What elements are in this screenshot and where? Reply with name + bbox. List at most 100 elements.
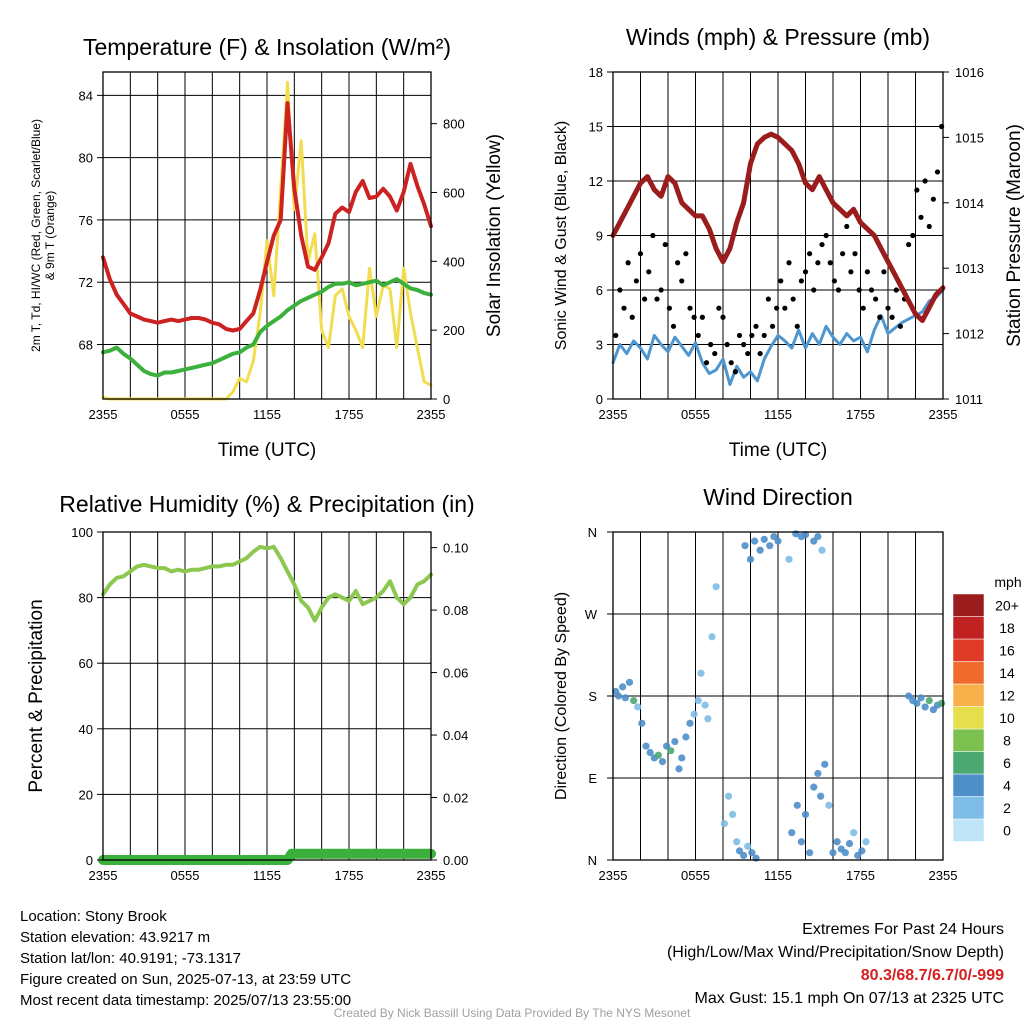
direction-point	[818, 546, 826, 554]
direction-point	[741, 542, 749, 550]
direction-point	[801, 810, 810, 819]
legend-swatch	[952, 728, 985, 752]
x-tick-label: 2355	[417, 868, 446, 883]
gust-point	[819, 241, 825, 248]
direction-point	[817, 792, 825, 800]
chart-panel-1: 2355 0555 1155 1755 2355 Temperature (F) & In…	[29, 34, 505, 461]
legend-swatch	[952, 661, 985, 685]
gust-point	[877, 314, 883, 320]
gust-point	[835, 287, 842, 293]
direction-point	[630, 696, 638, 705]
direction-point	[621, 694, 629, 702]
x-tick-label: 1755	[335, 407, 364, 422]
direction-point	[720, 819, 728, 828]
direction-point	[801, 531, 810, 539]
direction-point	[760, 535, 768, 543]
direction-point	[744, 842, 752, 850]
plot-border	[102, 531, 432, 861]
legend-title: mph	[994, 574, 1021, 590]
gust-point	[930, 196, 936, 202]
direction-point	[850, 829, 858, 837]
gust-point	[889, 314, 895, 320]
direction-point	[925, 696, 933, 705]
y-right-tick-label: 0	[443, 392, 450, 407]
legend-label: 4	[1003, 777, 1011, 793]
gust-point	[662, 241, 668, 248]
gust-point	[774, 305, 780, 311]
y-tick-label: 76	[79, 213, 93, 228]
direction-point	[625, 678, 634, 686]
gust-point	[637, 251, 644, 257]
station-elevation: Station elevation: 43.9217 m	[20, 929, 211, 946]
gust-point	[642, 296, 648, 302]
direction-point	[748, 849, 756, 857]
series-line-humidity	[101, 544, 433, 623]
direction-point	[845, 840, 854, 848]
gust-point	[881, 269, 887, 275]
y-tick-label: N	[588, 853, 597, 868]
legend-label: 10	[999, 710, 1015, 726]
direction-point	[614, 692, 623, 700]
direction-point	[797, 838, 805, 846]
chart-title: Winds (mph) & Pressure (mb)	[626, 24, 930, 50]
direction-point	[704, 715, 712, 723]
direction-point	[654, 751, 662, 759]
y-right-tick-label: 800	[443, 117, 465, 132]
gust-point	[654, 296, 660, 302]
direction-point	[724, 792, 733, 800]
gust-point	[646, 269, 652, 275]
gust-point	[765, 296, 771, 302]
legend-swatch	[952, 796, 985, 820]
y-tick-label: S	[588, 689, 597, 704]
direction-point	[806, 849, 814, 857]
legend-swatch	[952, 683, 985, 707]
y-tick-label: E	[588, 771, 597, 786]
x-axis-label: Time (UTC)	[218, 440, 317, 461]
direction-point	[833, 838, 841, 846]
direction-point	[821, 760, 829, 768]
y-right-tick-label: 1012	[955, 327, 984, 342]
direction-point	[746, 555, 755, 563]
legend-label: 0	[1003, 822, 1011, 838]
y-tick-label: 60	[79, 656, 93, 671]
direction-point	[663, 742, 671, 750]
direction-point	[671, 737, 679, 746]
legend-label: 12	[999, 687, 1015, 703]
direction-point	[638, 719, 646, 727]
direction-point	[735, 847, 744, 855]
direction-point	[774, 537, 782, 545]
direction-point	[751, 537, 759, 545]
y-tick-label: 40	[79, 722, 93, 737]
y-axis-label: Sonic Wind & Gust (Blue, Black)	[553, 121, 570, 350]
y-tick-label: 72	[79, 275, 93, 290]
y-tick-label: 15	[589, 120, 603, 135]
series-line-dewpoint	[101, 277, 433, 378]
gust-point	[745, 350, 751, 357]
direction-point	[733, 838, 741, 846]
gust-point	[683, 251, 689, 257]
extremes-title: Extremes For Past 24 Hours	[802, 921, 1004, 938]
direction-point	[862, 838, 870, 846]
gust-point	[679, 278, 685, 284]
chart-panel-3: 2355 0555 1155 1755 2355 Relative Humidity (%…	[26, 491, 475, 883]
y-right-tick-label: 0.08	[443, 603, 468, 618]
direction-point	[814, 769, 822, 778]
x-tick-label: 1755	[846, 407, 875, 422]
gust-point	[807, 251, 813, 257]
x-tick-label: 1155	[253, 407, 281, 422]
gust-point	[922, 178, 928, 184]
direction-point	[740, 851, 748, 860]
series-line-temperature	[101, 101, 433, 333]
gust-point	[732, 369, 738, 375]
y-tick-label: 6	[596, 283, 603, 298]
x-tick-label: 2355	[929, 407, 958, 422]
legend-swatch	[952, 818, 985, 842]
direction-point	[921, 703, 929, 711]
gust-point	[650, 232, 656, 239]
max-gust: Max Gust: 15.1 mph On 07/13 at 2325 UTC	[694, 990, 1005, 1007]
direction-point	[905, 692, 913, 700]
plot-border	[102, 71, 432, 400]
direction-point	[634, 703, 642, 711]
y-tick-label: 20	[79, 787, 93, 802]
